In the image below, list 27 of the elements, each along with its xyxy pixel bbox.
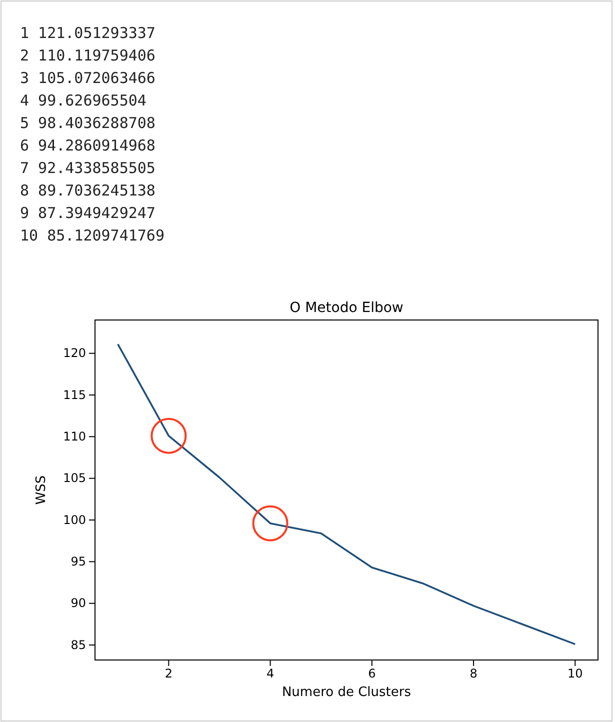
x-tick-label: 6 (368, 666, 376, 681)
x-tick-label: 10 (567, 666, 583, 681)
text: 10 85.1209741769 (20, 226, 164, 244)
text: 8 89.7036245138 (20, 182, 156, 200)
y-tick-label: 95 (70, 554, 86, 569)
text: 9 87.3949429247 (20, 204, 156, 222)
x-axis-title: Numero de Clusters (282, 685, 412, 700)
x-tick-label: 2 (164, 666, 172, 681)
x-tick-label: 4 (266, 666, 274, 681)
y-axis-title: WSS (34, 475, 49, 505)
text: 6 94.2860914968 (20, 136, 156, 154)
text: 4 99.626965504 (20, 92, 146, 110)
y-tick-label: 120 (63, 346, 86, 360)
line-series (116, 343, 576, 646)
text: 5 98.4036288708 (20, 114, 156, 132)
text: 2 110.119759406 (20, 46, 156, 64)
y-tick-label: 110 (63, 430, 86, 444)
text: 1 121.051293337 (20, 24, 156, 42)
chart-title: O Metodo Elbow (290, 300, 404, 316)
text: 7 92.4338585505 (20, 159, 156, 177)
text: 3 105.072063466 (20, 69, 156, 87)
y-tick-label: 90 (70, 596, 86, 610)
y-tick-label: 115 (63, 388, 86, 402)
y-tick-label: 105 (63, 471, 86, 486)
y-tick-label: 85 (70, 638, 86, 652)
y-tick-label: 100 (63, 512, 86, 527)
x-tick-label: 8 (470, 666, 478, 681)
